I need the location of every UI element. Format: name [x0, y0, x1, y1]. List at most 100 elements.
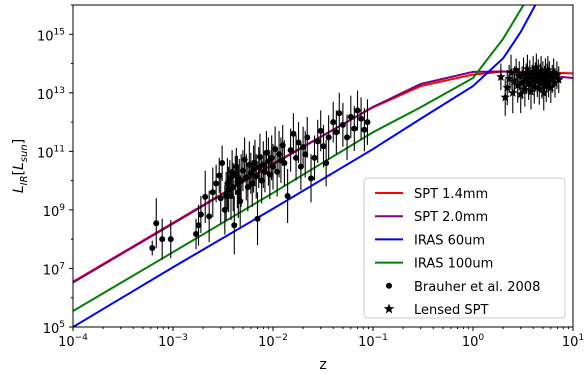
- circle-point: [333, 129, 340, 136]
- star-point: [543, 77, 554, 87]
- circle-point: [213, 180, 220, 187]
- legend-label-1: SPT 2.0mm: [414, 210, 488, 225]
- legend-circle-marker: [386, 282, 392, 289]
- circle-point: [270, 163, 276, 170]
- y-axis-label: LIR[Lsun]: [11, 139, 30, 193]
- star-point: [517, 77, 527, 87]
- circle-point: [231, 222, 238, 229]
- circle-point: [317, 127, 324, 134]
- circle-point: [287, 147, 294, 154]
- star-point: [546, 82, 556, 92]
- circle-point: [330, 119, 337, 126]
- star-point: [543, 65, 553, 75]
- star-point: [531, 62, 542, 72]
- circle-point: [195, 222, 202, 229]
- star-point: [518, 68, 529, 78]
- data-points: [149, 53, 564, 260]
- circle-point: [153, 220, 160, 227]
- circle-point: [237, 198, 244, 205]
- legend-label-2: IRAS 60um: [414, 233, 485, 248]
- star-point: [525, 70, 535, 80]
- star-point: [548, 67, 559, 77]
- circle-point: [249, 180, 256, 187]
- star-point: [532, 76, 543, 86]
- x-tick-label: 101: [562, 333, 584, 350]
- star-point: [500, 92, 510, 102]
- x-axis: 10−4 10−3 10−2 10−1 100 101: [58, 327, 584, 350]
- star-point: [527, 74, 537, 84]
- legend-label-5: Lensed SPT: [414, 303, 488, 318]
- circle-point: [323, 160, 330, 167]
- legend-label-0: SPT 1.4mm: [414, 187, 488, 202]
- y-axis: 105 107 109 1011 1013 1015: [37, 4, 73, 337]
- star-point: [522, 64, 533, 74]
- y-tick-label: 1013: [37, 86, 65, 103]
- star-point: [530, 71, 541, 81]
- star-point: [529, 81, 540, 91]
- circle-point: [320, 143, 327, 150]
- x-tick-label: 10−3: [158, 333, 188, 350]
- x-tick-label: 10−4: [58, 333, 88, 350]
- circle-point: [254, 215, 261, 222]
- x-axis-label: z: [319, 357, 326, 373]
- circle-point: [230, 184, 237, 191]
- y-tick-label: 1015: [37, 27, 65, 44]
- legend-box: [363, 177, 566, 319]
- circle-point: [311, 154, 318, 161]
- x-tick-label: 10−1: [358, 333, 388, 350]
- star-point: [523, 79, 534, 89]
- star-point: [534, 83, 545, 93]
- circle-point: [216, 172, 223, 179]
- star-point: [496, 71, 506, 81]
- plot-frame: [72, 4, 574, 328]
- circle-point: [253, 173, 260, 180]
- star-point: [509, 76, 520, 86]
- star-point: [512, 80, 523, 90]
- legend: SPT 1.4mm SPT 2.0mm IRAS 60um IRAS 100um Bra…: [363, 177, 566, 319]
- circle-point: [217, 195, 224, 202]
- series-line-2: [73, 5, 537, 327]
- circle-point: [227, 192, 234, 199]
- star-point: [553, 74, 564, 84]
- circle-point: [268, 154, 275, 161]
- star-point: [521, 73, 531, 83]
- y-tick-label: 107: [43, 261, 65, 278]
- star-point: [520, 84, 530, 94]
- y-tick-label: 105: [43, 320, 65, 337]
- star-point: [528, 66, 538, 76]
- circle-point: [281, 160, 288, 167]
- star-point: [504, 73, 514, 83]
- star-point: [552, 70, 562, 80]
- star-point: [536, 65, 546, 75]
- star-point: [526, 86, 536, 96]
- circle-point: [351, 125, 358, 132]
- circle-point: [284, 192, 291, 199]
- star-point: [506, 67, 516, 77]
- star-point: [537, 78, 547, 88]
- circle-point: [354, 107, 361, 114]
- circle-point: [167, 236, 174, 243]
- y-tick-label: 1011: [37, 144, 65, 161]
- circle-point: [297, 163, 304, 170]
- x-tick-label: 10−2: [258, 333, 288, 350]
- star-point: [547, 73, 557, 83]
- star-point: [515, 89, 526, 99]
- circle-point: [193, 231, 200, 238]
- circle-point: [293, 154, 300, 161]
- legend-label-4: Brauher et al. 2008: [414, 280, 540, 295]
- circle-point: [159, 236, 166, 243]
- star-point: [539, 87, 549, 97]
- circle-point: [339, 121, 346, 128]
- circle-point: [149, 244, 156, 251]
- star-point: [538, 70, 548, 80]
- legend-label-3: IRAS 100um: [414, 257, 493, 272]
- circle-point: [295, 139, 302, 146]
- circle-point: [361, 126, 368, 133]
- circle-point: [344, 134, 351, 141]
- circle-point: [246, 161, 253, 168]
- circle-point: [347, 113, 354, 120]
- circle-point: [209, 189, 216, 196]
- y-tick-label: 109: [43, 203, 66, 220]
- circle-point: [358, 115, 365, 122]
